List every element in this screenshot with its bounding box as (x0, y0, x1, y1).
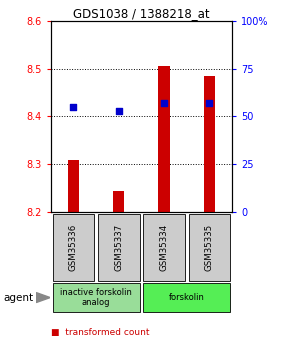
Text: inactive forskolin
analog: inactive forskolin analog (60, 288, 132, 307)
Polygon shape (36, 293, 50, 303)
Bar (98, 214, 139, 281)
Text: GSM35337: GSM35337 (114, 224, 123, 271)
Text: GSM35334: GSM35334 (160, 224, 168, 271)
Bar (158, 66, 170, 212)
Point (116, 108, 121, 114)
Bar (113, 191, 124, 212)
Title: GDS1038 / 1388218_at: GDS1038 / 1388218_at (73, 7, 210, 20)
Bar (188, 214, 230, 281)
Text: GSM35335: GSM35335 (205, 224, 214, 271)
Text: forskolin: forskolin (169, 293, 205, 302)
Text: GSM35336: GSM35336 (69, 224, 78, 271)
Text: ■  transformed count: ■ transformed count (51, 328, 149, 337)
Point (71, 104, 76, 110)
Bar (143, 214, 185, 281)
Bar (52, 214, 94, 281)
Bar (204, 76, 215, 212)
Point (162, 100, 166, 106)
Point (207, 100, 212, 106)
Bar (68, 159, 79, 212)
Bar (52, 283, 139, 312)
Text: agent: agent (3, 293, 33, 303)
Bar (143, 283, 230, 312)
